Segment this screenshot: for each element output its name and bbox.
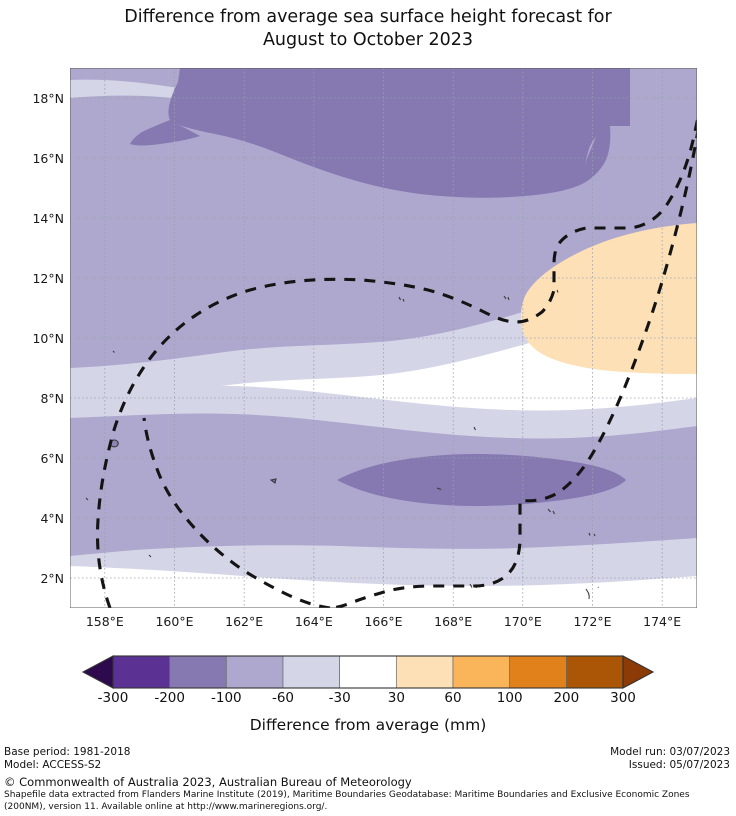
colorbar-tick-labels: -300 -200 -100 -60 -30 30 60 100 200 300 bbox=[0, 690, 736, 710]
attribution-line-2: (200NM), version 11. Available online at… bbox=[4, 801, 328, 812]
y-tick-label: 8°N bbox=[40, 391, 64, 406]
colorbar-tick-label: -100 bbox=[211, 690, 242, 706]
colorbar-cell bbox=[395, 655, 454, 689]
y-tick-label: 16°N bbox=[32, 151, 64, 166]
colorbar-tick-label: 200 bbox=[553, 690, 580, 706]
colorbar-cell bbox=[452, 655, 511, 689]
eez-boundary-segment-south bbox=[329, 127, 697, 608]
colorbar-tick-label: -60 bbox=[271, 690, 295, 706]
attribution-line-1: Shapefile data extracted from Flanders M… bbox=[4, 790, 690, 800]
colorbar-axis-label: Difference from average (mm) bbox=[249, 716, 487, 734]
y-tick-label: 4°N bbox=[40, 511, 64, 526]
contour-notch-n-m30 bbox=[70, 79, 260, 112]
colorbar-cell bbox=[112, 655, 171, 689]
y-tick-label: 12°N bbox=[32, 271, 64, 286]
contour-lobe-n-m100 bbox=[130, 120, 200, 146]
map-gridlines bbox=[70, 68, 697, 608]
x-tick-label: 164°E bbox=[294, 614, 333, 629]
copyright-text: © Commonwealth of Australia 2023, Austra… bbox=[4, 775, 412, 789]
colorbar-cell bbox=[565, 655, 624, 689]
x-tick-label: 158°E bbox=[85, 614, 124, 629]
title-line-2: August to October 2023 bbox=[262, 30, 474, 50]
colorbar-tick-label: 30 bbox=[387, 690, 405, 706]
contour-wedge-s-white bbox=[70, 566, 697, 608]
x-tick-label: 174°E bbox=[643, 614, 682, 629]
y-tick-label: 14°N bbox=[32, 211, 64, 226]
page-title: Difference from average sea surface heig… bbox=[0, 6, 736, 52]
x-tick-label: 166°E bbox=[364, 614, 403, 629]
y-tick-label: 10°N bbox=[32, 331, 64, 346]
colorbar-cell bbox=[169, 655, 227, 689]
y-tick-label: 6°N bbox=[40, 451, 64, 466]
y-tick-label: 18°N bbox=[32, 91, 64, 106]
issued-text: Issued: 05/07/2023 bbox=[628, 759, 730, 771]
x-axis: 158°E 160°E 162°E 164°E 166°E 168°E 170°E 172°E… bbox=[70, 614, 697, 634]
y-tick-label: 2°N bbox=[40, 571, 64, 586]
x-tick-label: 170°E bbox=[503, 614, 542, 629]
x-tick-label: 162°E bbox=[225, 614, 264, 629]
y-axis: 2°N 4°N 6°N 8°N 10°N 12°N 14°N 16°N 18°N bbox=[0, 68, 64, 608]
map-plot-area bbox=[70, 68, 697, 608]
sea-surface-height-map bbox=[70, 68, 697, 608]
colorbar-cell bbox=[339, 655, 397, 689]
colorbar-tick-label: -300 bbox=[97, 690, 129, 706]
base-period-text: Base period: 1981-2018 bbox=[4, 746, 131, 758]
colorbar-under-arrow bbox=[81, 655, 114, 689]
contour-step-n-m100 bbox=[582, 98, 630, 184]
x-tick-label: 172°E bbox=[573, 614, 612, 629]
colorbar-tick-label: 60 bbox=[444, 690, 462, 706]
colorbar-tick-label: -30 bbox=[328, 690, 351, 706]
colorbar-cell bbox=[282, 655, 341, 689]
colorbar-tick-label: 300 bbox=[610, 690, 636, 706]
x-tick-label: 160°E bbox=[155, 614, 194, 629]
model-text: Model: ACCESS-S2 bbox=[4, 759, 102, 771]
colorbar bbox=[0, 652, 736, 692]
colorbar-swatches bbox=[81, 655, 655, 689]
model-run-text: Model run: 03/07/2023 bbox=[610, 746, 730, 758]
title-line-1: Difference from average sea surface heig… bbox=[124, 7, 612, 27]
footer-right: Model run: 03/07/2023 Issued: 05/07/2023 bbox=[610, 746, 730, 772]
eez-boundary-segment-west bbox=[142, 417, 331, 608]
contour-lens-s-m100 bbox=[337, 454, 626, 506]
contour-band-n-m100 bbox=[168, 68, 630, 198]
colorbar-tick-label: -200 bbox=[154, 690, 185, 706]
x-tick-label: 168°E bbox=[434, 614, 473, 629]
colorbar-cell bbox=[225, 655, 284, 689]
colorbar-over-arrow bbox=[622, 655, 655, 689]
attribution-text: Shapefile data extracted from Flanders M… bbox=[4, 790, 690, 813]
exclusive-economic-zone-dashed-boundary bbox=[95, 114, 697, 608]
footer-left: Base period: 1981-2018 Model: ACCESS-S2 bbox=[4, 746, 130, 772]
colorbar-cell bbox=[509, 655, 567, 689]
contour-band-pos30 bbox=[520, 223, 697, 374]
colorbar-tick-label: 100 bbox=[496, 690, 523, 706]
